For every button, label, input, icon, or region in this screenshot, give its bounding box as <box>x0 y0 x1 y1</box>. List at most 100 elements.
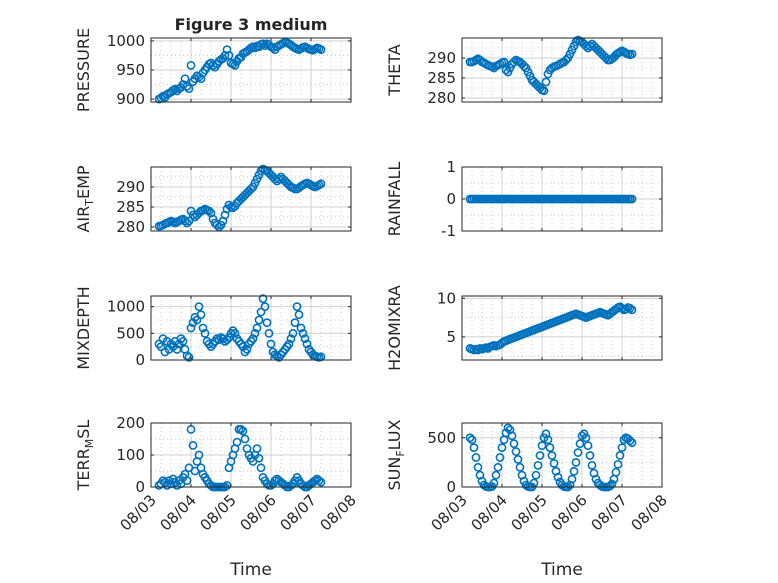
y-tick-label: 0 <box>446 478 456 496</box>
data-point <box>230 328 240 338</box>
data-point <box>615 451 625 460</box>
data-point <box>561 55 571 65</box>
data-point <box>186 60 196 70</box>
data-point <box>569 466 579 476</box>
data-point <box>471 453 481 462</box>
y-tick-label: 285 <box>116 198 145 216</box>
data-point <box>180 216 190 226</box>
y-tick-label: 950 <box>116 61 145 79</box>
data-point <box>545 443 555 453</box>
axis-box <box>461 37 663 103</box>
p4-axes: -1 0 1 RAINFALL <box>385 158 663 240</box>
y-axis-label: TERRMSL <box>74 420 96 492</box>
data-point <box>256 463 266 473</box>
data-point <box>180 74 190 84</box>
data-point <box>254 315 264 325</box>
data-point <box>222 335 232 345</box>
y-tick-label: 1 <box>446 158 456 176</box>
y-tick-label: 290 <box>116 178 145 196</box>
x-axis-label: Time <box>229 560 272 580</box>
y-axis-label: THETA <box>385 44 404 96</box>
data-point <box>627 438 637 448</box>
data-point <box>250 328 260 338</box>
data-point <box>467 435 477 445</box>
data-point <box>302 339 312 349</box>
data-point <box>186 323 196 333</box>
axis-box <box>461 422 663 488</box>
data-point <box>533 460 543 470</box>
data-point <box>286 334 296 344</box>
data-point <box>200 328 210 338</box>
data-point <box>627 305 637 315</box>
data-point <box>252 323 262 333</box>
p5-axes: 0 500 1000 MIXDEPTH <box>74 286 352 370</box>
y-tick-label: 500 <box>116 324 145 342</box>
data-point <box>292 302 302 312</box>
data-point <box>573 448 583 457</box>
data-point <box>316 45 326 55</box>
data-point <box>509 439 519 449</box>
data-point <box>214 335 224 345</box>
data-point <box>194 302 204 312</box>
y-tick-label: 0 <box>135 351 145 369</box>
data-point <box>493 462 503 472</box>
data-point <box>272 351 282 361</box>
chart-title: Figure 3 medium <box>175 15 328 34</box>
data-point <box>587 460 597 470</box>
data-point <box>513 455 523 464</box>
data-point <box>182 218 192 228</box>
data-point <box>535 451 545 460</box>
data-point <box>541 77 551 87</box>
data-point <box>252 444 262 453</box>
y-tick-label: 1000 <box>107 298 145 316</box>
data-point <box>310 476 320 485</box>
data-point <box>583 441 593 451</box>
y-axis-label: PRESSURE <box>74 28 93 112</box>
data-point <box>172 344 182 354</box>
data-point <box>621 304 631 314</box>
data-point <box>617 443 627 453</box>
data-point <box>613 459 623 469</box>
p1-axes: 900 950 1000 PRESSURE Figure 3 medium <box>74 15 352 112</box>
data-point <box>316 477 326 487</box>
data-point <box>224 51 234 60</box>
data-point <box>314 476 324 485</box>
data-point <box>549 458 559 468</box>
data-point <box>248 334 258 344</box>
y-tick-label: 280 <box>427 89 456 107</box>
data-point <box>571 457 581 467</box>
data-point <box>611 467 621 477</box>
data-point <box>585 451 595 460</box>
data-point <box>284 339 294 349</box>
y-tick-label: 1000 <box>107 32 145 50</box>
data-point <box>625 303 635 313</box>
data-point <box>224 333 234 342</box>
y-tick-label: 280 <box>116 218 145 236</box>
data-point <box>172 480 182 490</box>
data-point <box>184 84 194 94</box>
data-point <box>182 351 192 361</box>
data-point <box>198 323 208 333</box>
y-axis-label: SUNFLUX <box>385 419 407 490</box>
data-point <box>519 61 529 71</box>
y-tick-label: 100 <box>116 446 145 464</box>
axis-box <box>150 166 352 232</box>
data-point <box>182 476 192 485</box>
axis-box <box>150 295 352 361</box>
data-point <box>196 310 206 320</box>
y-axis-label: H2OMIXRA <box>385 285 404 371</box>
data-point <box>212 220 222 230</box>
data-point <box>288 328 298 338</box>
data-point <box>208 60 218 70</box>
x-axis-label: Time <box>540 560 583 580</box>
axis-box <box>461 295 663 361</box>
data-point <box>182 81 192 91</box>
data-point <box>537 441 547 451</box>
data-point <box>575 439 585 449</box>
data-point <box>567 474 577 484</box>
data-point <box>194 450 204 460</box>
y-tick-label: 5 <box>446 328 456 346</box>
data-point <box>511 447 521 456</box>
